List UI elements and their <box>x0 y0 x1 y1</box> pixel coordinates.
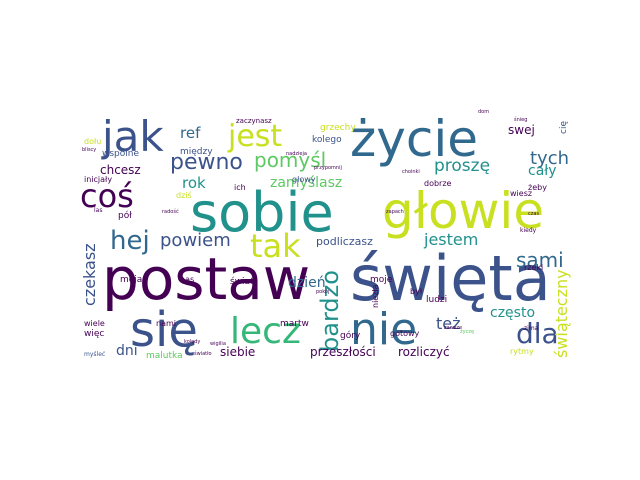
word-koledy: kolędy <box>184 339 201 345</box>
word-swiat: świat <box>230 277 254 287</box>
word-chcesz: chcesz <box>100 163 141 177</box>
word-wiele: wiele <box>84 319 105 328</box>
word-myslec: myśleć <box>84 351 106 358</box>
word-jak: jak <box>102 112 164 161</box>
word-cloud: postaw święta sobie głowie życie się nie… <box>80 100 580 361</box>
word-zamyslasz: zamyślasz <box>270 175 343 191</box>
word-zapach: zapach <box>386 209 404 215</box>
word-wiec: więc <box>84 329 105 339</box>
word-hej: hej <box>110 226 150 256</box>
word-swiateczny: świąteczny <box>552 269 571 358</box>
word-miedzy: między <box>180 147 213 157</box>
word-prosze: proszę <box>434 156 491 176</box>
word-lecz: lecz <box>230 311 301 352</box>
word-zima: zima <box>524 325 539 332</box>
word-martw: martw <box>280 319 309 329</box>
word-malutka: malutka <box>146 351 183 361</box>
word-zawsze: zawsze <box>444 325 463 331</box>
word-byl: był <box>410 287 423 296</box>
word-cie: cię <box>559 121 569 134</box>
word-czesto: często <box>490 305 536 321</box>
word-czekasz: czekasz <box>80 243 99 306</box>
word-choinki: choinki <box>402 169 420 175</box>
word-pomysl: pomyśl <box>254 148 327 172</box>
word-dla: dla <box>516 317 559 350</box>
word-dzis: dziś <box>176 191 192 200</box>
word-tez: też <box>436 314 461 333</box>
word-bliscy: bliscy <box>82 147 97 153</box>
word-podliczasz: podliczasz <box>316 235 373 248</box>
word-nadzieja: nadzieja <box>286 151 307 157</box>
word-nie: nie <box>350 304 418 355</box>
word-tych: tych <box>530 148 570 169</box>
word-dolu: dołu <box>84 137 102 146</box>
word-zycze: życzę <box>460 329 475 335</box>
word-nas: nas <box>180 275 195 284</box>
word-ich: ich <box>234 183 246 192</box>
word-jest: jest <box>228 119 283 154</box>
word-niezla: niezła <box>371 284 380 308</box>
word-cos: coś <box>80 177 134 215</box>
word-nami: nami <box>156 319 176 328</box>
word-snieg: śnieg <box>514 117 528 123</box>
word-czas: czas <box>528 211 540 217</box>
word-pokoj: pokój <box>316 289 330 295</box>
word-jestem: jestem <box>424 230 479 249</box>
word-radosc: radość <box>162 209 179 215</box>
word-rzeki: rzeki <box>524 263 544 272</box>
word-sie: się <box>130 302 198 358</box>
word-pewno: pewno <box>170 150 243 175</box>
word-postaw: postaw <box>102 245 311 313</box>
word-rytmy: rytmy <box>510 347 534 356</box>
word-glowie: głowie <box>382 182 545 240</box>
word-glowy: głowy <box>292 175 316 184</box>
word-rok: rok <box>182 174 206 192</box>
word-zeby: żeby <box>528 183 547 192</box>
word-tak: tak <box>250 227 301 265</box>
word-przeszlosci: przeszłości <box>310 345 376 359</box>
word-ludzi: ludzi <box>426 295 448 305</box>
word-swej: swej <box>508 123 535 137</box>
word-las: las <box>94 207 103 214</box>
word-wiesz: wiesz <box>510 189 533 198</box>
word-swiatlo: światło <box>194 351 212 357</box>
word-dobrze: dobrze <box>424 179 452 188</box>
word-swieta: święta <box>350 242 551 315</box>
word-dni: dni <box>116 343 138 359</box>
word-sami: sami <box>516 248 564 272</box>
word-przypomnij: przypomnij <box>314 165 342 171</box>
word-rozliczyc: rozliczyć <box>398 345 450 359</box>
word-moja: moja <box>120 275 143 285</box>
word-caly: cały <box>528 163 557 179</box>
word-sobie: sobie <box>190 181 334 244</box>
word-zycie: życie <box>350 110 478 168</box>
word-powiem: powiem <box>160 230 231 251</box>
word-pol: pół <box>118 211 132 221</box>
word-kolego: kolego <box>312 135 342 145</box>
word-inicjaly: inicjały <box>84 175 113 184</box>
word-kiedy: kiedy <box>520 227 537 234</box>
word-zaczynasz: zaczynasz <box>236 117 272 125</box>
word-dom: dom <box>478 109 490 115</box>
word-wspolne: wspólne <box>102 149 140 159</box>
word-wigilia: wigilia <box>210 341 226 347</box>
word-moje: moje <box>370 275 393 285</box>
word-siebie: siebie <box>220 345 256 359</box>
word-dzien: dzień <box>288 275 326 291</box>
word-grzechy: grzechy <box>320 123 356 133</box>
word-gory: góry <box>340 331 361 341</box>
word-gotowy: gotowy <box>390 329 420 338</box>
word-ref: ref <box>180 124 201 142</box>
